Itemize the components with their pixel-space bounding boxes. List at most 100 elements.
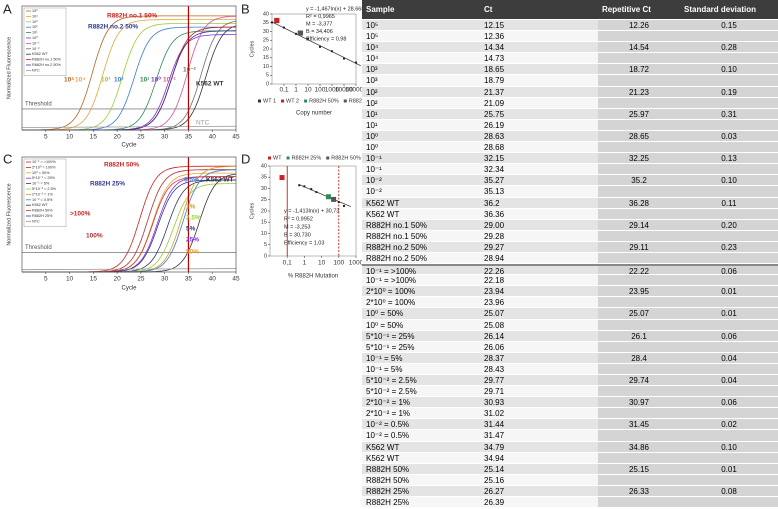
- sd-cell: [680, 430, 778, 441]
- sd-cell: [680, 252, 778, 264]
- legend-label: WT 2: [286, 98, 299, 104]
- ct-cell: 28.63: [480, 130, 598, 142]
- repetitive-ct-cell: 25.15: [598, 463, 680, 474]
- x-axis-label: Copy number: [296, 111, 332, 117]
- sd-cell: 0.20: [680, 219, 778, 230]
- curve-annotation: 50%: [186, 249, 199, 256]
- sd-cell: 0.19: [680, 86, 778, 97]
- sd-cell: 0.02: [680, 419, 778, 430]
- fit-equation: B = 34,406: [306, 29, 333, 35]
- sample-cell: R882H no.1 50%: [362, 230, 480, 241]
- sample-cell: R882H no.2 50%: [362, 252, 480, 264]
- sample-cell: R882H 50%: [362, 474, 480, 485]
- sample-cell: R882H no.1 50%: [362, 219, 480, 230]
- repetitive-ct-cell: [598, 452, 680, 463]
- standard-point: [271, 21, 273, 24]
- fit-equation: y = -1,413ln(x) + 30,73: [284, 208, 339, 214]
- sample-cell: 10¹: [362, 108, 480, 119]
- legend-label: R882H 50%: [309, 98, 339, 104]
- repetitive-ct-cell: [598, 319, 680, 330]
- sample-point: [274, 17, 280, 23]
- legend-label: 10²: [32, 25, 38, 29]
- legend-swatch: [326, 156, 330, 160]
- y-tick-label: 15: [263, 55, 269, 61]
- table-row: R882H no.2 50% 28.94: [362, 252, 778, 265]
- sd-cell: 0.06: [680, 266, 778, 275]
- legend-label: 10⁻¹ = >100%: [32, 160, 56, 164]
- repetitive-ct-cell: [598, 97, 680, 108]
- sample-cell: 10⁻¹ = 5%: [362, 363, 480, 374]
- repetitive-ct-cell: [598, 75, 680, 86]
- legend-swatch: [268, 156, 271, 160]
- standard-point: [310, 188, 313, 191]
- ct-cell: 26.19: [480, 119, 598, 130]
- legend-label: R882H no.2 50%: [32, 63, 62, 67]
- sample-cell: 2*10⁻² = 1%: [362, 408, 480, 419]
- sd-cell: 0.11: [680, 197, 778, 208]
- y-axis-label: Normalized Fluorescence: [6, 183, 12, 245]
- sample-cell: 10⁵: [362, 20, 480, 31]
- x-tick-label: 20: [113, 276, 121, 283]
- repetitive-ct-cell: 21.23: [598, 86, 680, 97]
- repetitive-ct-cell: 28.4: [598, 352, 680, 363]
- standard-point: [315, 191, 318, 194]
- legend-label: 10⁵: [32, 9, 38, 13]
- ct-cell: 28.94: [480, 252, 598, 264]
- repetitive-ct-cell: 26.1: [598, 330, 680, 341]
- sample-cell: K562 WT: [362, 441, 480, 452]
- x-tick-label: 10: [66, 134, 74, 141]
- y-axis-label: Cycles: [249, 203, 255, 220]
- sample-cell: 5*10⁻² = 2.5%: [362, 375, 480, 386]
- legend-label: NTC: [32, 219, 40, 223]
- column-header: Sample: [366, 5, 395, 14]
- sample-cell: R882H 50%: [362, 463, 480, 474]
- standard-point: [342, 205, 345, 208]
- table-row: 10² 21.09: [362, 97, 778, 109]
- curve-annotation: 10²: [114, 77, 124, 84]
- curve-annotation: 10³: [101, 77, 111, 84]
- repetitive-ct-cell: 14.54: [598, 42, 680, 53]
- x-tick-label: 20: [113, 134, 121, 141]
- ct-cell: 18.65: [480, 64, 598, 75]
- y-tick-label: 0: [264, 253, 267, 259]
- legend-label: 10¹: [32, 31, 38, 35]
- legend-label: WT: [273, 155, 282, 161]
- table-row: 10⁻¹ 32.34: [362, 164, 778, 176]
- x-tick-label: 35: [185, 276, 193, 283]
- table-row: 10² 21.37 21.23 0.19: [362, 86, 778, 98]
- y-tick-label: 5: [266, 73, 269, 79]
- sd-cell: 0.04: [680, 375, 778, 386]
- amplification-curve: [22, 15, 236, 131]
- repetitive-ct-cell: [598, 119, 680, 130]
- x-tick-label: 0,1: [283, 260, 292, 267]
- standard-point: [355, 61, 357, 64]
- x-axis-label: % R882H Mutation: [288, 274, 338, 280]
- x-tick-label: 10000: [335, 87, 353, 94]
- sd-cell: [680, 297, 778, 308]
- y-tick-label: 15: [261, 220, 267, 226]
- repetitive-ct-cell: 36.28: [598, 197, 680, 208]
- repetitive-ct-cell: [598, 142, 680, 153]
- fit-equation: Efficiency = 0,98: [306, 36, 346, 42]
- table-row: 10⁻² 35.13: [362, 186, 778, 198]
- standard-point: [283, 26, 285, 29]
- ct-cell: 34.94: [480, 452, 598, 463]
- table-row: 10⁻¹ = 5% 28.37 28.4 0.04: [362, 352, 778, 364]
- repetitive-ct-cell: [598, 430, 680, 441]
- ct-cell: 29.27: [480, 241, 598, 252]
- y-tick-label: 30: [263, 29, 269, 35]
- sample-cell: 2*10⁰ = 100%: [362, 297, 480, 308]
- standard-point: [298, 184, 301, 187]
- ct-cell: 29.00: [480, 219, 598, 230]
- curve-annotation: 5%: [186, 226, 196, 233]
- fit-equation: M = -3,253: [284, 224, 310, 230]
- repetitive-ct-cell: 30.97: [598, 397, 680, 408]
- standard-point: [319, 45, 321, 48]
- table-row: K562 WT 36.36: [362, 208, 778, 220]
- legend-label: 5*10⁻² = 2.5%: [32, 187, 57, 191]
- sd-cell: [680, 186, 778, 197]
- ct-cell: 14.34: [480, 42, 598, 53]
- legend-label: NTC: [32, 68, 40, 72]
